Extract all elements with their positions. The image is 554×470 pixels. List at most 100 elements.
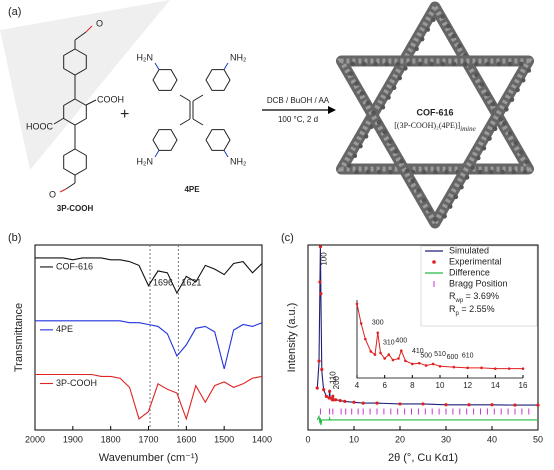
stat-symbol: R [449, 291, 456, 301]
framework-edge [337, 2, 533, 172]
atom [451, 61, 457, 67]
product-formula: [(3P-COOH)₂(4PE)]imine [394, 121, 475, 133]
bond [192, 118, 204, 126]
molecule-name: 4PE [184, 185, 200, 194]
inset-point [355, 302, 359, 306]
inset-point [359, 322, 363, 325]
peak-label: 110 [329, 371, 338, 384]
inset-x-tick-label: 10 [436, 381, 445, 390]
data-point [331, 398, 335, 402]
atom [399, 158, 404, 164]
data-point [320, 367, 324, 372]
atom [446, 23, 451, 29]
inset-x-tick-label: 6 [382, 381, 387, 390]
x-tick-label: 0 [305, 434, 310, 444]
x-tick-label: 30 [441, 434, 451, 444]
watermark [0, 0, 170, 170]
bond [85, 25, 93, 33]
inset-point [466, 366, 469, 370]
atom [382, 129, 388, 135]
atom [526, 68, 532, 73]
atom-label: NH₂ [230, 156, 247, 166]
bond [85, 99, 97, 106]
inset-point [404, 359, 407, 363]
x-tick-label: 1400 [252, 434, 272, 444]
benzene-ring [152, 69, 178, 91]
peak-label: 100 [320, 252, 329, 266]
bond [192, 94, 204, 102]
inset-point [480, 366, 483, 370]
atom [354, 81, 359, 86]
data-point [322, 388, 326, 392]
inset-x-tick-label: 16 [519, 381, 528, 390]
fit-statistic: Rp = 2.55% [449, 304, 495, 316]
data-point [334, 398, 338, 402]
atom [509, 97, 515, 102]
inset-point [373, 353, 377, 356]
atom [395, 61, 401, 67]
y-axis-title: Intensity (a.u.) [286, 303, 298, 373]
legend-label: 4PE [56, 324, 73, 334]
atom [348, 71, 354, 77]
x-tick-label: 1700 [138, 434, 158, 444]
atom [477, 169, 483, 175]
atom [403, 66, 408, 71]
atom [440, 14, 446, 19]
atom [502, 121, 507, 126]
fit-statistic: Rwp = 3.69% [449, 291, 499, 303]
y-axis-title: Transmittance [13, 303, 25, 372]
inset-x-tick-label: 14 [491, 381, 500, 390]
atom [432, 217, 438, 222]
data-point [352, 400, 356, 404]
framework-edge [335, 1, 535, 175]
atom [474, 72, 479, 78]
inset-peak-label: 410 [412, 348, 424, 355]
plot-frame [34, 244, 263, 431]
atom [365, 100, 371, 106]
atom [429, 61, 434, 67]
x-tick-label: 40 [487, 434, 497, 444]
atom [498, 116, 504, 122]
atom [442, 213, 447, 219]
atom-label: O [96, 18, 103, 28]
atom [414, 46, 419, 52]
atom [457, 43, 462, 48]
panel-label: (c) [281, 232, 294, 244]
atom [453, 194, 459, 200]
atom [360, 90, 365, 96]
atom [519, 61, 524, 67]
stat-value: = 2.55% [459, 304, 495, 314]
reference-label: 1696 [153, 277, 173, 287]
data-point [319, 292, 323, 296]
condition: 100 °C, 2 d [278, 115, 318, 124]
x-tick-label: 1900 [63, 434, 83, 444]
legend-label: Experimental [449, 256, 502, 266]
inset-peak-label: 300 [372, 320, 384, 327]
atom [485, 91, 490, 97]
atom [459, 184, 464, 190]
data-point [331, 394, 335, 398]
data-point [338, 398, 342, 403]
atom [440, 61, 446, 67]
atom [363, 134, 369, 139]
x-tick-label: 1800 [101, 434, 121, 444]
atom [444, 169, 449, 175]
atom-label: HOOC [26, 121, 54, 131]
atom [504, 107, 509, 112]
atom [520, 77, 526, 83]
x-axis-title: Wavenumber (cm⁻¹) [99, 452, 199, 464]
atom-label: NH₂ [230, 52, 247, 62]
inset-peak-label: 400 [395, 338, 407, 345]
benzene-ring [205, 129, 231, 151]
atom [519, 150, 524, 155]
atom [404, 168, 410, 174]
atom [451, 33, 457, 39]
atom [492, 126, 498, 132]
atom [447, 204, 453, 209]
data-point [328, 396, 332, 400]
panel-label: (b) [8, 232, 21, 244]
inset-peak-label: 510 [434, 351, 446, 358]
data-point [490, 403, 494, 407]
atom-label: H₂N [137, 156, 154, 166]
inset-x-tick-label: 8 [410, 381, 415, 390]
